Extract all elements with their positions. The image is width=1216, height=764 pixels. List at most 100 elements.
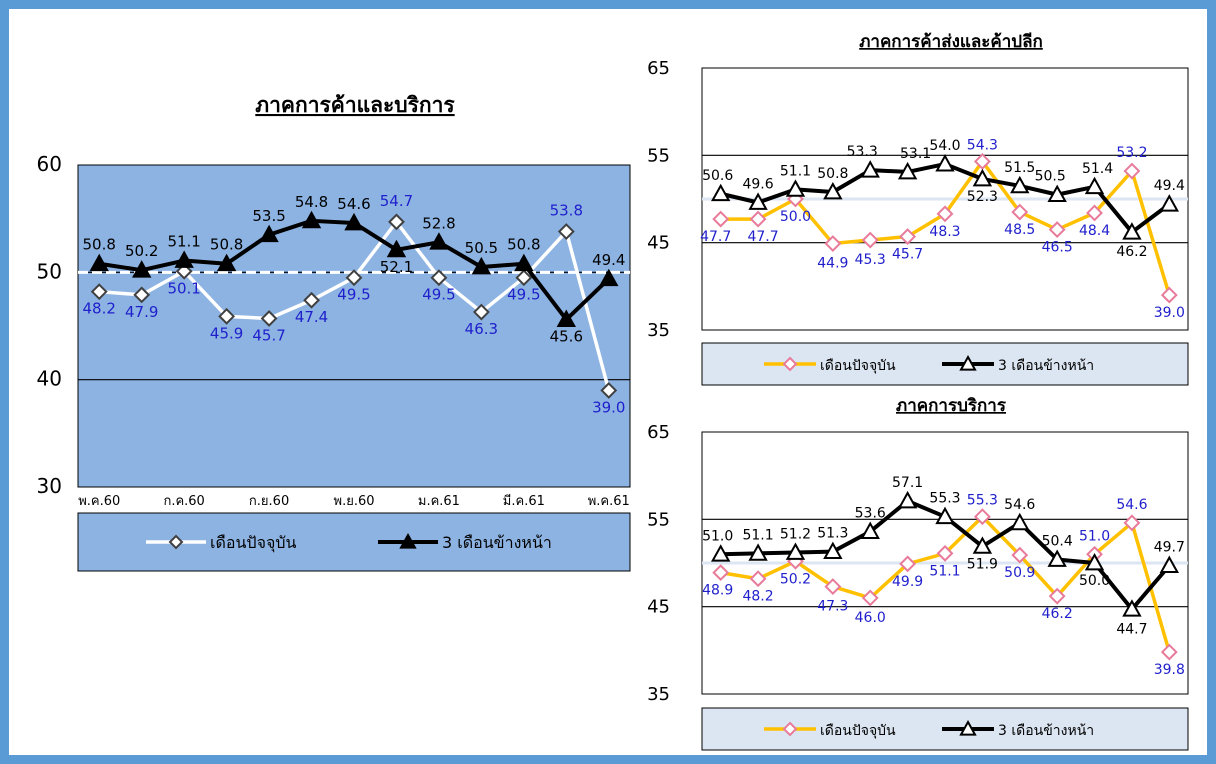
- point-current: [749, 210, 767, 228]
- data-label-current: 48.3: [929, 224, 960, 240]
- data-label-current: 47.7: [700, 229, 731, 245]
- data-label-current: 55.3: [967, 493, 998, 509]
- data-label-forward: 50.8: [507, 236, 540, 254]
- point-forward: [556, 309, 577, 327]
- x-tick-label: มี.ค.61: [503, 493, 545, 509]
- point-current: [749, 570, 767, 588]
- data-label-current: 46.0: [855, 610, 886, 626]
- point-current: [472, 303, 490, 321]
- data-label-current: 49.9: [892, 574, 923, 590]
- data-label-forward: 51.0: [702, 528, 733, 544]
- x-tick-label: ก.ค.60: [163, 494, 204, 509]
- data-label-forward: 45.6: [550, 328, 583, 346]
- data-label-current: 53.8: [550, 202, 583, 220]
- y-tick-label: 40: [37, 367, 62, 391]
- data-label-forward: 54.6: [1004, 497, 1035, 513]
- data-label-current: 45.3: [855, 252, 886, 268]
- point-forward: [972, 168, 993, 187]
- point-forward: [860, 160, 880, 178]
- data-label-current: 50.2: [780, 571, 811, 587]
- data-label-forward: 51.1: [742, 527, 773, 543]
- data-label-forward: 54.6: [337, 195, 370, 213]
- point-current: [1160, 643, 1178, 661]
- point-current: [388, 213, 405, 231]
- data-label-forward: 51.9: [967, 556, 998, 572]
- y-tick-label: 55: [647, 509, 670, 530]
- data-label-forward: 50.2: [125, 242, 158, 260]
- point-current: [133, 286, 151, 304]
- point-current: [973, 153, 991, 170]
- data-label-forward: 50.6: [702, 168, 733, 184]
- y-tick-label: 60: [37, 152, 62, 176]
- y-tick-label: 65: [647, 422, 670, 443]
- data-label-forward: 52.3: [967, 189, 998, 205]
- point-current: [899, 555, 917, 573]
- point-forward: [897, 161, 918, 180]
- point-forward: [1122, 599, 1142, 617]
- data-label-current: 46.5: [1042, 240, 1073, 256]
- data-label-current: 39.0: [592, 398, 625, 416]
- point-forward: [471, 256, 492, 275]
- data-label-forward: 50.5: [1035, 169, 1066, 185]
- point-forward: [174, 250, 194, 268]
- point-current: [824, 578, 842, 595]
- data-label-forward: 53.5: [252, 207, 285, 225]
- legend-marker: [959, 354, 977, 371]
- data-label-forward: 57.1: [892, 475, 923, 491]
- point-current: [899, 228, 917, 245]
- legend-marker: [782, 721, 798, 737]
- point-current: [1011, 546, 1029, 564]
- point-forward: [1047, 549, 1067, 567]
- legend-label: เดือนปัจจุบัน: [820, 723, 896, 739]
- point-current: [557, 223, 575, 240]
- point-current: [515, 269, 533, 287]
- point-current: [936, 205, 954, 223]
- data-label-current: 39.0: [1154, 305, 1185, 321]
- data-label-forward: 51.1: [780, 163, 811, 179]
- point-forward: [748, 192, 768, 210]
- data-label-forward: 55.3: [929, 491, 960, 507]
- data-label-current: 45.9: [210, 324, 243, 342]
- data-label-forward: 51.5: [1004, 160, 1035, 176]
- point-forward: [710, 183, 731, 202]
- legend-marker: [782, 356, 798, 372]
- point-current: [345, 269, 363, 287]
- point-forward: [1084, 552, 1105, 571]
- point-current: [861, 589, 879, 607]
- data-label-forward: 53.1: [900, 146, 931, 162]
- point-forward: [935, 506, 955, 525]
- data-label-current: 50.0: [780, 209, 811, 225]
- point-forward: [89, 253, 109, 272]
- point-forward: [785, 542, 806, 560]
- point-current: [303, 291, 320, 309]
- point-current: [973, 508, 991, 526]
- point-current: [824, 235, 842, 252]
- point-current: [1048, 221, 1066, 238]
- point-forward: [972, 536, 993, 554]
- legend-marker: [959, 719, 977, 736]
- data-label-forward: 49.7: [1154, 540, 1185, 556]
- data-label-current: 49.5: [422, 286, 455, 304]
- data-label-current: 51.1: [929, 563, 960, 579]
- legend-label: เดือนปัจจุบัน: [210, 533, 296, 553]
- point-current: [1160, 286, 1178, 304]
- point-forward: [1010, 175, 1030, 194]
- point-forward: [1122, 222, 1142, 240]
- y-tick-label: 45: [647, 597, 670, 618]
- legend-marker: [399, 532, 417, 549]
- data-label-forward: 51.4: [1082, 161, 1113, 177]
- data-label-forward: 50.0: [1079, 573, 1110, 589]
- data-label-current: 47.9: [125, 303, 158, 321]
- point-forward: [1010, 512, 1030, 531]
- data-label-forward: 53.6: [855, 506, 886, 522]
- point-forward: [599, 268, 619, 287]
- data-label-forward: 50.8: [83, 236, 116, 254]
- data-label-forward: 52.1: [380, 258, 413, 276]
- point-forward: [710, 544, 731, 562]
- y-tick-label: 35: [647, 320, 670, 341]
- chart-title: ภาคการค้าส่งและค้าปลีก: [859, 31, 1043, 52]
- data-label-forward: 46.2: [1116, 244, 1147, 260]
- point-forward: [259, 224, 279, 243]
- y-tick-label: 50: [37, 259, 62, 283]
